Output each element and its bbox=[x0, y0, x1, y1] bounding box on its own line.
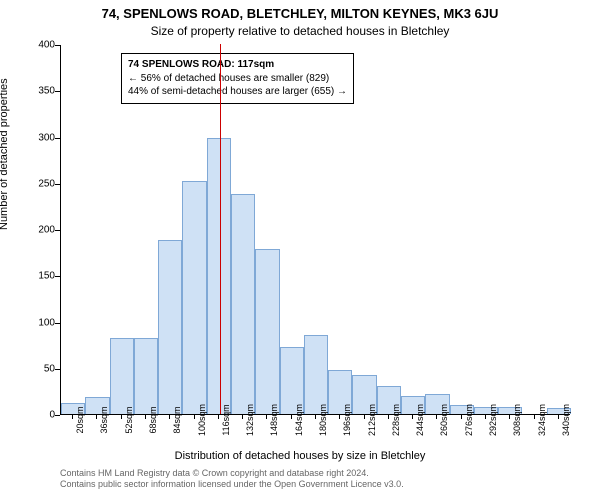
histogram-bar bbox=[158, 240, 182, 414]
x-tick-label: 308sqm bbox=[512, 404, 522, 436]
x-tick-label: 260sqm bbox=[439, 404, 449, 436]
x-tick-mark bbox=[266, 414, 267, 419]
annotation-line1: 74 SPENLOWS ROAD: 117sqm bbox=[128, 58, 347, 72]
histogram-bar bbox=[304, 335, 328, 414]
x-tick-mark bbox=[291, 414, 292, 419]
x-tick-label: 244sqm bbox=[415, 404, 425, 436]
histogram-bar bbox=[134, 338, 158, 414]
y-tick-mark bbox=[55, 415, 60, 416]
y-tick-mark bbox=[55, 91, 60, 92]
y-axis-label: Number of detached properties bbox=[0, 78, 10, 230]
x-tick-mark bbox=[315, 414, 316, 419]
x-tick-mark bbox=[364, 414, 365, 419]
y-tick-mark bbox=[55, 276, 60, 277]
x-tick-mark bbox=[218, 414, 219, 419]
property-size-chart: 74, SPENLOWS ROAD, BLETCHLEY, MILTON KEY… bbox=[0, 0, 600, 500]
histogram-bar bbox=[110, 338, 134, 414]
y-tick-mark bbox=[55, 45, 60, 46]
y-tick-label: 150 bbox=[38, 271, 55, 282]
y-tick-label: 50 bbox=[44, 363, 55, 374]
footnote: Contains HM Land Registry data © Crown c… bbox=[60, 468, 404, 490]
x-tick-mark bbox=[72, 414, 73, 419]
x-tick-label: 20sqm bbox=[75, 406, 85, 433]
x-tick-mark bbox=[121, 414, 122, 419]
histogram-bar bbox=[231, 194, 255, 414]
x-tick-label: 228sqm bbox=[391, 404, 401, 436]
plot-area: 74 SPENLOWS ROAD: 117sqm ← 56% of detach… bbox=[60, 45, 570, 415]
reference-line bbox=[220, 44, 221, 414]
chart-subtitle: Size of property relative to detached ho… bbox=[0, 24, 600, 38]
x-tick-label: 116sqm bbox=[221, 404, 231, 435]
x-tick-label: 36sqm bbox=[99, 406, 109, 433]
y-tick-mark bbox=[55, 323, 60, 324]
y-tick-label: 350 bbox=[38, 86, 55, 97]
y-tick-label: 300 bbox=[38, 132, 55, 143]
x-tick-label: 212sqm bbox=[367, 404, 377, 436]
y-tick-label: 100 bbox=[38, 317, 55, 328]
footnote-line1: Contains HM Land Registry data © Crown c… bbox=[60, 468, 404, 479]
y-tick-label: 400 bbox=[38, 40, 55, 51]
x-tick-label: 132sqm bbox=[245, 404, 255, 436]
y-tick-mark bbox=[55, 230, 60, 231]
x-tick-mark bbox=[534, 414, 535, 419]
x-tick-label: 52sqm bbox=[124, 406, 134, 433]
x-tick-mark bbox=[436, 414, 437, 419]
x-tick-mark bbox=[96, 414, 97, 419]
x-tick-label: 180sqm bbox=[318, 404, 328, 436]
y-tick-mark bbox=[55, 138, 60, 139]
x-tick-label: 84sqm bbox=[172, 406, 182, 433]
x-tick-mark bbox=[558, 414, 559, 419]
x-axis-label: Distribution of detached houses by size … bbox=[0, 450, 600, 462]
x-tick-label: 148sqm bbox=[269, 404, 279, 436]
x-tick-label: 100sqm bbox=[197, 404, 207, 436]
x-tick-mark bbox=[461, 414, 462, 419]
annotation-box: 74 SPENLOWS ROAD: 117sqm ← 56% of detach… bbox=[121, 53, 354, 104]
x-tick-mark bbox=[194, 414, 195, 419]
chart-title-address: 74, SPENLOWS ROAD, BLETCHLEY, MILTON KEY… bbox=[0, 6, 600, 21]
x-tick-mark bbox=[145, 414, 146, 419]
histogram-bar bbox=[182, 181, 206, 414]
x-tick-label: 292sqm bbox=[488, 404, 498, 436]
x-tick-mark bbox=[485, 414, 486, 419]
histogram-bar bbox=[255, 249, 279, 414]
x-tick-mark bbox=[509, 414, 510, 419]
y-tick-mark bbox=[55, 184, 60, 185]
x-tick-label: 196sqm bbox=[342, 404, 352, 436]
x-tick-mark bbox=[388, 414, 389, 419]
y-tick-label: 200 bbox=[38, 225, 55, 236]
x-tick-mark bbox=[242, 414, 243, 419]
x-tick-label: 68sqm bbox=[148, 406, 158, 433]
y-tick-mark bbox=[55, 369, 60, 370]
x-tick-mark bbox=[339, 414, 340, 419]
annotation-line2: ← 56% of detached houses are smaller (82… bbox=[128, 72, 347, 86]
footnote-line2: Contains public sector information licen… bbox=[60, 479, 404, 490]
x-tick-label: 164sqm bbox=[294, 404, 304, 436]
histogram-bar bbox=[207, 138, 231, 414]
annotation-line3: 44% of semi-detached houses are larger (… bbox=[128, 85, 347, 99]
x-tick-label: 276sqm bbox=[464, 404, 474, 436]
x-tick-mark bbox=[412, 414, 413, 419]
x-tick-mark bbox=[169, 414, 170, 419]
y-tick-label: 250 bbox=[38, 178, 55, 189]
x-tick-label: 324sqm bbox=[537, 404, 547, 436]
x-tick-label: 340sqm bbox=[561, 404, 571, 436]
